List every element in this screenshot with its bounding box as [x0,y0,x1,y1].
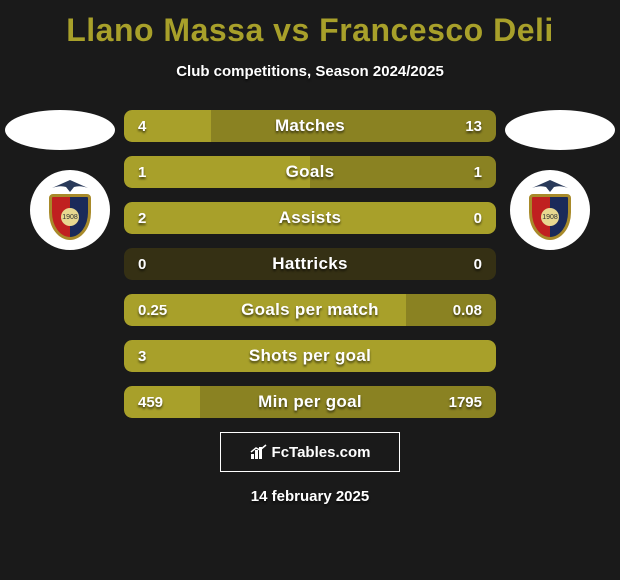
stat-row: Matches4 13 [124,110,496,142]
stat-value-left: 0 [138,248,146,280]
stat-value-right: 0 [474,202,482,234]
stat-value-left: 0.25 [138,294,167,326]
stat-value-left: 459 [138,386,163,418]
stat-row: Min per goal459 1795 [124,386,496,418]
stat-value-right: 1795 [449,386,482,418]
stat-value-left: 3 [138,340,146,372]
stat-label: Shots per goal [124,340,496,372]
stat-bars: Matches413Goals11Assists20Hattricks00Goa… [124,110,496,418]
comparison-container: 1908 1908 Matches413Goals11Assists20Hatt… [0,110,620,418]
stat-value-left: 1 [138,156,146,188]
stat-label: Matches [124,110,496,142]
badge-year-left: 1908 [61,208,79,226]
title-vs: vs [273,12,310,48]
stat-value-right: 1 [474,156,482,188]
page-title: Llano Massa vs Francesco Deli [0,0,620,49]
stat-label: Hattricks [124,248,496,280]
title-player1: Llano Massa [66,12,264,48]
flag-left [5,110,115,150]
stat-value-left: 4 [138,110,146,142]
stat-value-left: 2 [138,202,146,234]
stat-label: Goals per match [124,294,496,326]
subtitle: Club competitions, Season 2024/2025 [0,63,620,80]
date-text: 14 february 2025 [0,488,620,505]
club-badge-right: 1908 [510,170,590,250]
stat-label: Goals [124,156,496,188]
chart-icon [250,444,268,460]
brand-box: FcTables.com [220,432,400,472]
stat-value-right: 0.08 [453,294,482,326]
stat-label: Assists [124,202,496,234]
stat-label: Min per goal [124,386,496,418]
stat-row: Assists2 0 [124,202,496,234]
badge-year-right: 1908 [541,208,559,226]
stat-row: Shots per goal3 [124,340,496,372]
flag-right [505,110,615,150]
title-player2: Francesco Deli [319,12,554,48]
stat-row: Goals1 1 [124,156,496,188]
stat-value-right: 13 [465,110,482,142]
brand-text: FcTables.com [272,444,371,461]
club-badge-left: 1908 [30,170,110,250]
stat-row: Hattricks0 0 [124,248,496,280]
stat-value-right: 0 [474,248,482,280]
stat-row: Goals per match0.25 0.08 [124,294,496,326]
